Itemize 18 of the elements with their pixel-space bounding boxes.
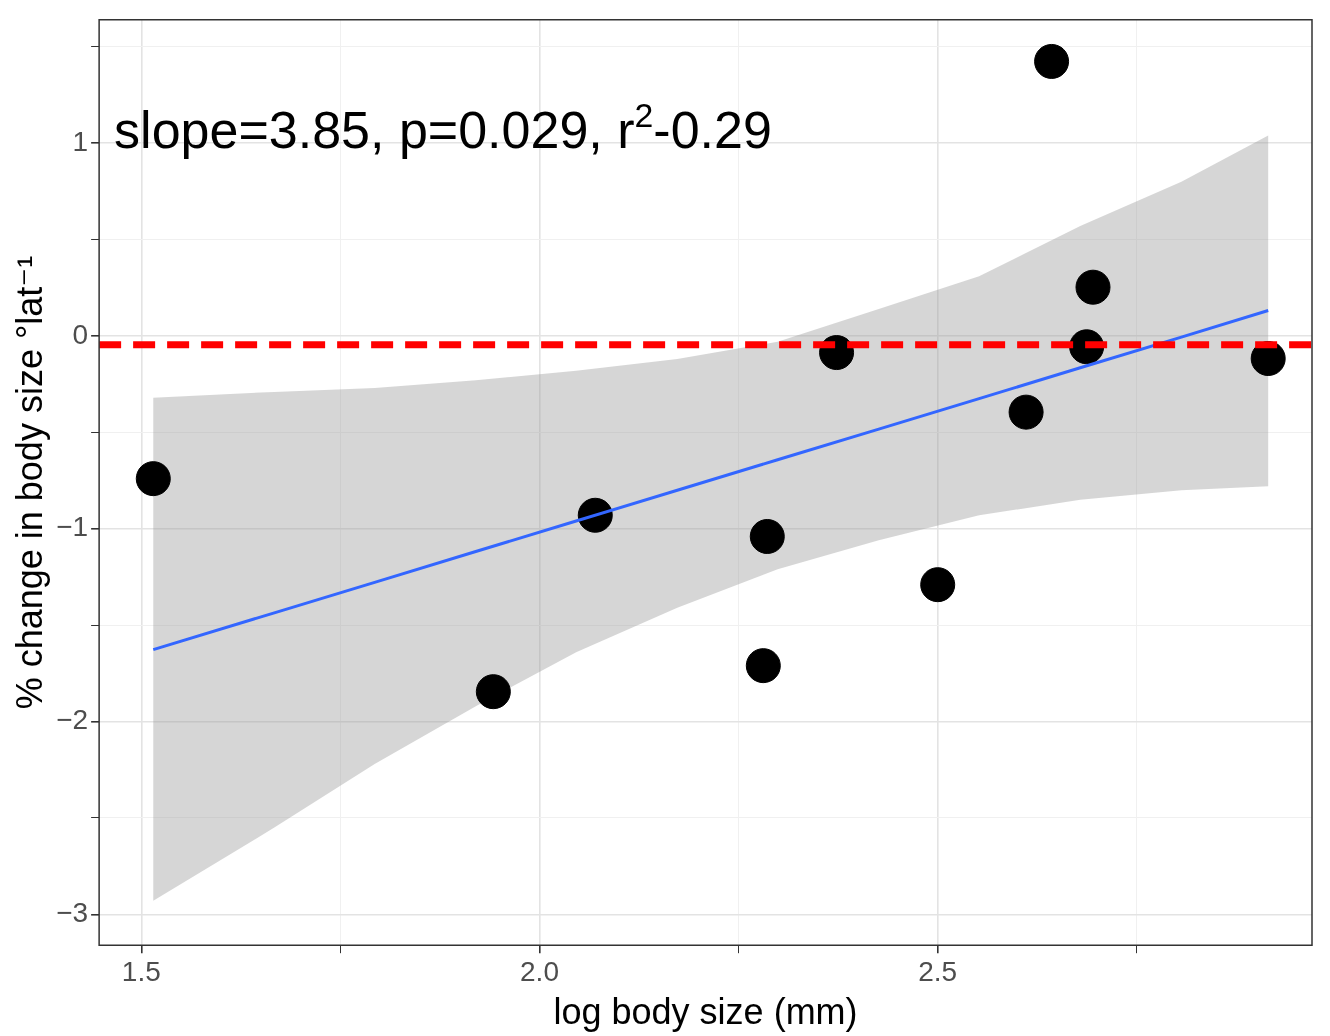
point — [920, 567, 956, 603]
x-tick-label: 1.5 — [121, 955, 161, 987]
point — [749, 518, 785, 554]
point — [745, 648, 781, 684]
point — [1008, 394, 1044, 430]
point — [135, 461, 171, 497]
y-tick-label: 0 — [72, 318, 89, 350]
y-axis-title: % change in body size °lat⁻¹ — [8, 255, 50, 710]
y-tick-label: −1 — [56, 511, 89, 543]
x-tick-label: 2.5 — [918, 955, 958, 987]
point — [1075, 269, 1111, 305]
point — [475, 674, 511, 710]
point — [1034, 43, 1070, 79]
y-tick-label: −2 — [56, 704, 89, 736]
y-tick-label: −3 — [56, 897, 89, 929]
x-tick-label: 2.0 — [520, 955, 559, 987]
x-axis-title: log body size (mm) — [553, 991, 858, 1033]
y-tick-label: 1 — [72, 125, 89, 157]
